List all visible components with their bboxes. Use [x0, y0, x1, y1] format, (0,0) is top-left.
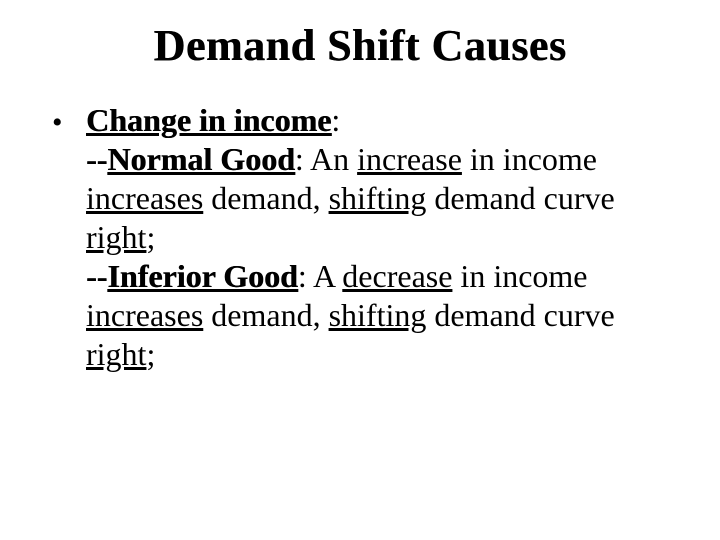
slide-body: • Change in income: --Normal Good: An in… — [50, 101, 670, 374]
inferior-good-label: Inferior Good — [107, 258, 298, 294]
inferior-good-after-label: : A — [298, 258, 342, 294]
bullet-marker: • — [50, 101, 86, 142]
slide: Demand Shift Causes • Change in income: … — [0, 0, 720, 540]
bullet-heading-suffix: : — [331, 102, 340, 138]
normal-good-kw4: right — [86, 219, 146, 255]
normal-good-mid3: demand curve — [426, 180, 614, 216]
normal-good-mid2: demand, — [203, 180, 328, 216]
normal-good-tail: ; — [146, 219, 155, 255]
inferior-good-kw2: increases — [86, 297, 203, 333]
inferior-good-mid3: demand curve — [426, 297, 614, 333]
normal-good-after-label: : An — [295, 141, 357, 177]
slide-title: Demand Shift Causes — [50, 20, 670, 71]
inferior-good-tail: ; — [146, 336, 155, 372]
inferior-good-prefix: -- — [86, 258, 107, 294]
normal-good-kw1: increase — [357, 141, 462, 177]
inferior-good-mid1: in income — [452, 258, 587, 294]
normal-good-prefix: -- — [86, 141, 107, 177]
inferior-good-kw3: shifting — [329, 297, 427, 333]
bullet-item: • Change in income: --Normal Good: An in… — [50, 101, 670, 374]
normal-good-label: Normal Good — [107, 141, 295, 177]
bullet-heading: Change in income — [86, 102, 331, 138]
normal-good-kw2: increases — [86, 180, 203, 216]
normal-good-mid1: in income — [462, 141, 597, 177]
inferior-good-kw1: decrease — [342, 258, 452, 294]
inferior-good-kw4: right — [86, 336, 146, 372]
bullet-text: Change in income: --Normal Good: An incr… — [86, 101, 670, 374]
normal-good-kw3: shifting — [329, 180, 427, 216]
inferior-good-mid2: demand, — [203, 297, 328, 333]
